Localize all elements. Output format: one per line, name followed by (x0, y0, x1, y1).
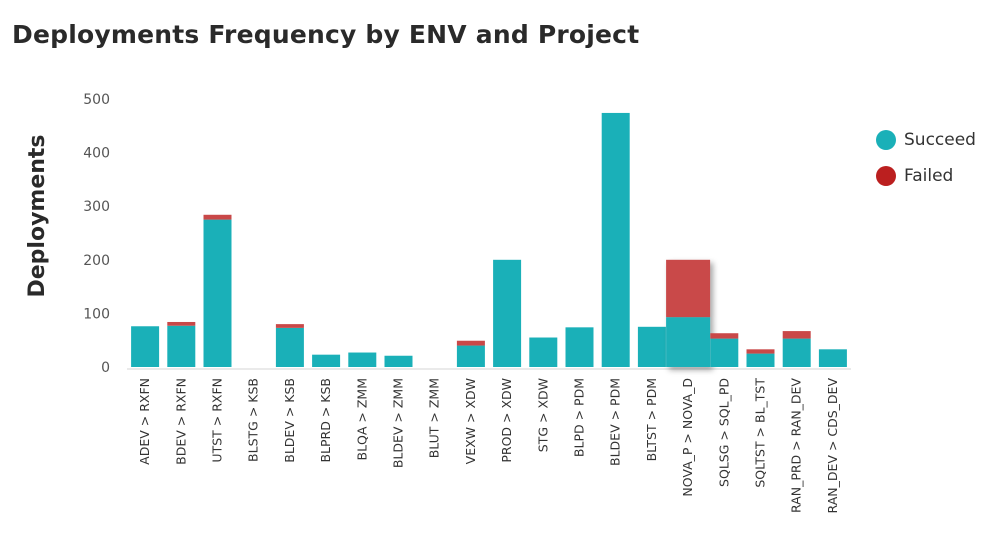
bar-succeed-adev-rxfn[interactable] (131, 326, 160, 367)
legend-item-failed[interactable]: Failed (876, 158, 976, 194)
x-tick-label-bldev-ksb: BLDEV > KSB (282, 378, 297, 463)
bar-succeed-stg-xdw[interactable] (529, 337, 558, 367)
y-tick-label-100: 100 (83, 306, 110, 322)
bar-succeed-blqa-zmm[interactable] (348, 352, 377, 367)
bars-group (131, 112, 847, 367)
x-tick-label-bldev-zmm: BLDEV > ZMM (391, 378, 406, 468)
bar-stack-bldev-pdm[interactable] (601, 112, 630, 367)
y-tick-label-400: 400 (83, 146, 110, 162)
bar-succeed-ran-prd-ran-dev[interactable] (782, 338, 811, 367)
bar-stack-sqlsg-sql-pd[interactable] (710, 333, 739, 367)
bar-succeed-blprd-ksb[interactable] (312, 354, 341, 367)
bar-stack-bltst-pdm[interactable] (637, 326, 666, 367)
bar-stack-adev-rxfn[interactable] (131, 326, 160, 367)
legend-item-succeed[interactable]: Succeed (876, 122, 976, 158)
bar-failed-nova-p-nova-d[interactable] (666, 259, 711, 318)
y-axis-label: Deployments (25, 134, 50, 297)
x-tick-label-blut-zmm: BLUT > ZMM (427, 378, 442, 458)
x-tick-label-ran-dev-cds-dev: RAN_DEV > CDS_DEV (825, 378, 840, 514)
bar-succeed-blpd-pdm[interactable] (565, 327, 594, 367)
y-axis-ticks: 0 100 200 300 400 500 (83, 92, 110, 376)
bar-succeed-bldev-pdm[interactable] (601, 112, 630, 367)
chart-title: Deployments Frequency by ENV and Project (12, 20, 640, 49)
bar-stack-prod-xdw[interactable] (493, 259, 522, 367)
bar-succeed-nova-p-nova-d[interactable] (666, 317, 711, 367)
y-tick-label-0: 0 (101, 360, 110, 376)
bar-stack-bldev-ksb[interactable] (275, 324, 304, 367)
x-axis-labels: ADEV > RXFN BDEV > RXFN UTST > RXFN BLSTG >… (137, 378, 840, 514)
x-tick-label-sqltst-bl-tst: SQLTST > BL_TST (753, 378, 768, 488)
y-tick-label-300: 300 (83, 199, 110, 215)
x-tick-label-bldev-pdm: BLDEV > PDM (608, 378, 623, 466)
legend-label-succeed: Succeed (904, 130, 976, 150)
x-tick-label-stg-xdw: STG > XDW (535, 378, 550, 452)
bar-succeed-utst-rxfn[interactable] (203, 219, 232, 367)
x-tick-label-blpd-pdm: BLPD > PDM (572, 378, 587, 457)
bar-stack-nova-p-nova-d[interactable] (666, 259, 711, 367)
bar-stack-stg-xdw[interactable] (529, 337, 558, 367)
bar-succeed-sqlsg-sql-pd[interactable] (710, 338, 739, 367)
y-tick-label-500: 500 (83, 92, 110, 108)
bar-failed-sqltst-bl-tst[interactable] (746, 349, 775, 354)
bar-succeed-ran-dev-cds-dev[interactable] (818, 349, 847, 367)
bar-stack-ran-prd-ran-dev[interactable] (782, 331, 811, 367)
x-tick-label-utst-rxfn: UTST > RXFN (210, 378, 225, 463)
bar-failed-sqlsg-sql-pd[interactable] (710, 333, 739, 339)
x-tick-label-ran-prd-ran-dev: RAN_PRD > RAN_DEV (789, 378, 804, 513)
bar-stack-blprd-ksb[interactable] (312, 354, 341, 367)
bar-stack-ran-dev-cds-dev[interactable] (818, 349, 847, 367)
x-tick-label-bltst-pdm: BLTST > PDM (644, 378, 659, 461)
legend-swatch-failed (876, 166, 896, 186)
bar-stack-bldev-zmm[interactable] (384, 355, 413, 367)
legend-label-failed: Failed (904, 166, 954, 186)
bar-succeed-prod-xdw[interactable] (493, 259, 522, 367)
bar-failed-utst-rxfn[interactable] (203, 214, 232, 220)
bar-succeed-bltst-pdm[interactable] (637, 326, 666, 367)
x-tick-label-vexw-xdw: VEXW > XDW (463, 378, 478, 464)
x-tick-label-sqlsg-sql-pd: SQLSG > SQL_PD (716, 378, 731, 487)
bar-failed-ran-prd-ran-dev[interactable] (782, 331, 811, 339)
bar-stack-sqltst-bl-tst[interactable] (746, 349, 775, 367)
bar-succeed-bdev-rxfn[interactable] (167, 325, 196, 367)
bar-stack-vexw-xdw[interactable] (456, 340, 485, 367)
bar-failed-bdev-rxfn[interactable] (167, 321, 196, 326)
bar-succeed-sqltst-bl-tst[interactable] (746, 353, 775, 367)
x-tick-label-blstg-ksb: BLSTG > KSB (246, 378, 261, 462)
bar-failed-bldev-ksb[interactable] (275, 324, 304, 328)
bar-succeed-bldev-ksb[interactable] (275, 327, 304, 367)
x-tick-label-adev-rxfn: ADEV > RXFN (137, 378, 152, 465)
legend-swatch-succeed (876, 130, 896, 150)
bar-stack-blqa-zmm[interactable] (348, 352, 377, 367)
bar-stack-utst-rxfn[interactable] (203, 214, 232, 367)
x-tick-label-nova-p-nova-d: NOVA_P > NOVA_D (680, 378, 695, 497)
bar-succeed-vexw-xdw[interactable] (456, 345, 485, 367)
bar-stack-blpd-pdm[interactable] (565, 327, 594, 367)
bar-succeed-bldev-zmm[interactable] (384, 355, 413, 367)
bar-stack-bdev-rxfn[interactable] (167, 321, 196, 367)
bar-failed-vexw-xdw[interactable] (456, 340, 485, 346)
x-tick-label-blprd-ksb: BLPRD > KSB (318, 378, 333, 463)
x-tick-label-prod-xdw: PROD > XDW (499, 378, 514, 463)
x-tick-label-blqa-zmm: BLQA > ZMM (354, 378, 369, 460)
y-tick-label-200: 200 (83, 253, 110, 269)
legend: Succeed Failed (876, 122, 976, 194)
x-tick-label-bdev-rxfn: BDEV > RXFN (173, 378, 188, 465)
